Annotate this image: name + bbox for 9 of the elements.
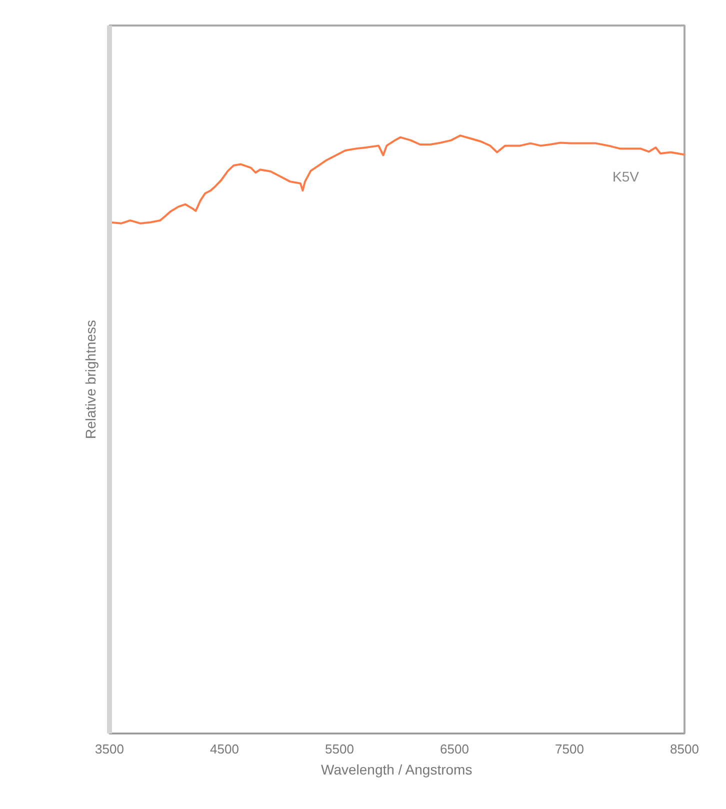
x-tick-label: 7500 [555,742,584,756]
x-tick-label: 6500 [440,742,469,756]
series-label: K5V [612,168,640,185]
x-tick-label: 5500 [325,742,354,756]
x-tick-label: 4500 [210,742,239,756]
x-tick-label: 8500 [670,742,699,756]
y-axis-title: Relative brightness [82,320,98,440]
x-tick-label: 3500 [95,742,124,756]
x-axis-title: Wavelength / Angstroms [321,762,472,778]
